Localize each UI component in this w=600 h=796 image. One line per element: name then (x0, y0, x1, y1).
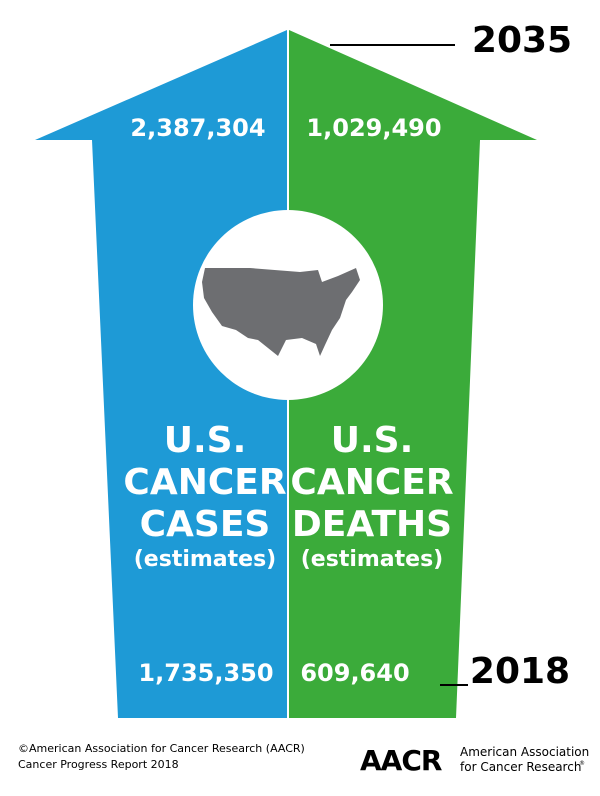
deaths-note: (estimates) (301, 547, 443, 572)
registered-mark: ® (579, 760, 585, 767)
deaths-bottom-value: 609,640 (300, 659, 409, 687)
cases-note: (estimates) (134, 547, 276, 572)
credit: ©American Association for Cancer Researc… (18, 742, 305, 755)
year-label: 2018 (470, 651, 570, 692)
deaths-top-value: 1,029,490 (306, 114, 441, 142)
deaths-arrow (289, 30, 537, 718)
credit: Cancer Progress Report 2018 (18, 758, 179, 771)
logo: AACR (360, 744, 442, 777)
cases-title: CANCER (123, 462, 286, 503)
cases-title: U.S. (164, 420, 247, 461)
cases-arrow (35, 30, 287, 718)
org-name: American Association (460, 745, 589, 759)
year-label: 2035 (472, 20, 572, 61)
deaths-title: CANCER (290, 462, 453, 503)
deaths-title: U.S. (331, 420, 414, 461)
cases-bottom-value: 1,735,350 (138, 659, 273, 687)
cases-title: CASES (140, 504, 271, 545)
org-name: for Cancer Research (460, 760, 581, 774)
cases-top-value: 2,387,304 (130, 114, 265, 142)
us-map (202, 268, 360, 356)
deaths-title: DEATHS (292, 504, 452, 545)
